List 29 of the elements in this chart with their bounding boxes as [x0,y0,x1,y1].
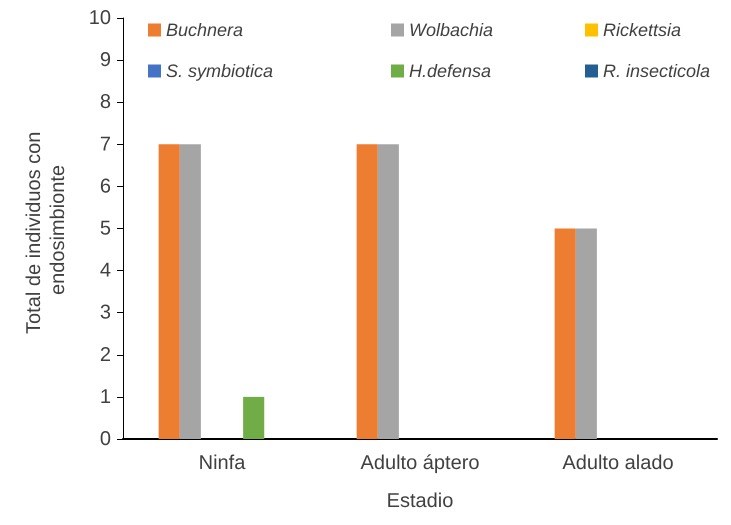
legend-label: R. insecticola [603,61,710,81]
bar [554,228,576,439]
y-tick-label: 2 [100,344,111,366]
x-tick-label: Ninfa [198,452,246,474]
legend-label: Buchnera [166,20,244,40]
y-axis-title: Total de individuos con endosimbionte [23,126,69,334]
x-tick-label: Adulto alado [562,452,674,474]
y-tick-label: 7 [100,133,111,156]
y-tick-label: 6 [100,175,111,198]
y-tick-label: 10 [88,7,111,29]
bar [243,396,264,439]
bar [180,144,201,439]
bar [356,144,378,439]
legend-label: Wolbachia [409,20,494,40]
bar [158,144,180,439]
bar [378,144,399,439]
y-tick-label: 0 [100,428,111,450]
legend-label: Rickettsia [603,20,682,40]
y-tick-label: 9 [100,49,111,72]
bar [576,228,597,439]
legend-label: S. symbiotica [166,61,274,81]
legend-label: H.defensa [409,61,492,81]
y-tick-label: 4 [100,260,111,282]
y-tick-label: 5 [100,218,111,240]
x-axis-title: Estadio [386,490,454,512]
y-tick-label: 8 [100,91,111,114]
x-tick-label: Adulto áptero [360,452,480,474]
y-tick-label: 3 [100,302,111,324]
y-tick-label: 1 [100,386,111,408]
